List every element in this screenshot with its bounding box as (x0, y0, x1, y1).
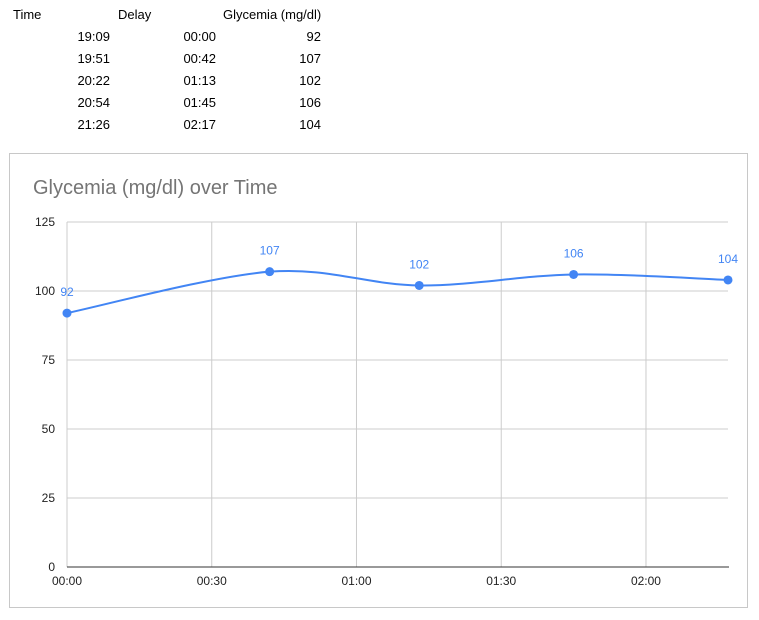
cell-delay[interactable]: 00:42 (183, 51, 216, 66)
data-point (569, 269, 579, 279)
cell-time[interactable]: 19:09 (77, 29, 110, 44)
cell-delay[interactable]: 01:45 (183, 95, 216, 110)
cell-glycemia[interactable]: 92 (306, 29, 321, 44)
cell-glycemia[interactable]: 102 (299, 73, 321, 88)
y-tick-label: 50 (42, 422, 56, 436)
cell-glycemia[interactable]: 106 (299, 95, 321, 110)
data-label: 92 (60, 285, 74, 299)
y-tick-label: 75 (42, 353, 56, 367)
cell-delay[interactable]: 01:13 (183, 73, 216, 88)
cell-time[interactable]: 21:26 (77, 117, 110, 132)
column-header-time[interactable]: Time (13, 7, 42, 22)
column-header-glycemia[interactable]: Glycemia (mg/dl) (223, 7, 322, 22)
cell-glycemia[interactable]: 104 (299, 117, 321, 132)
chart-card[interactable]: Glycemia (mg/dl) over Time 0 25 50 75 100 125… (9, 153, 748, 608)
y-tick-label: 100 (35, 284, 55, 298)
x-tick-label: 01:30 (486, 574, 516, 588)
data-label: 106 (564, 246, 584, 260)
chart-title: Glycemia (mg/dl) over Time (33, 177, 278, 199)
data-point (265, 267, 275, 277)
column-header-delay[interactable]: Delay (118, 7, 152, 22)
data-label: 102 (409, 257, 429, 271)
x-tick-label: 02:00 (631, 574, 661, 588)
cell-delay[interactable]: 02:17 (183, 117, 216, 132)
data-point (62, 308, 72, 318)
data-point (723, 275, 733, 285)
x-tick-label: 00:30 (197, 574, 227, 588)
cell-delay[interactable]: 00:00 (183, 29, 216, 44)
cell-glycemia[interactable]: 107 (299, 51, 321, 66)
spreadsheet-table: Time Delay Glycemia (mg/dl) 19:09 00:00 … (0, 0, 759, 140)
cell-time[interactable]: 20:54 (77, 95, 110, 110)
series-line (66, 270, 729, 315)
y-tick-label: 125 (35, 215, 55, 229)
y-tick-label: 0 (48, 560, 55, 574)
x-tick-label: 00:00 (52, 574, 82, 588)
data-label: 104 (718, 252, 738, 266)
cell-time[interactable]: 19:51 (77, 51, 110, 66)
data-point (414, 280, 424, 290)
x-tick-label: 01:00 (341, 574, 371, 588)
y-tick-label: 25 (42, 491, 56, 505)
line-chart: 0 25 50 75 100 125 00:00 00:30 01:00 01:30 02:00 92… (35, 215, 738, 588)
cell-time[interactable]: 20:22 (77, 73, 110, 88)
data-label: 107 (260, 244, 280, 258)
